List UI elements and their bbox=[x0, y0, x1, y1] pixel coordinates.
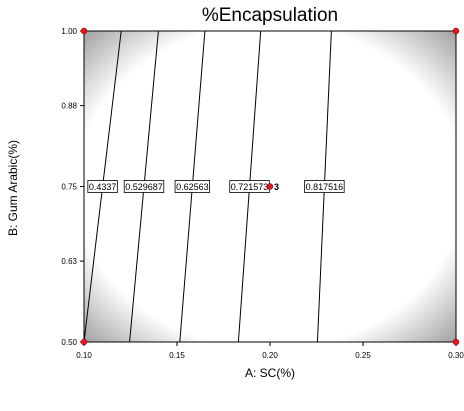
contour-label: 0.62563 bbox=[174, 180, 211, 193]
design-point-layer: 3 bbox=[80, 27, 460, 346]
x-axis-label: A: SC(%) bbox=[244, 366, 295, 380]
design-point-label: 3 bbox=[274, 182, 279, 192]
contour-label-box bbox=[123, 180, 165, 193]
y-tick-label: 0.63 bbox=[61, 257, 77, 266]
contour-label-text: 0.4337 bbox=[89, 182, 117, 192]
contour-label: 0.721573 bbox=[229, 180, 270, 193]
design-point bbox=[80, 338, 88, 346]
x-tick-label: 0.15 bbox=[169, 351, 185, 360]
contour-label-text: 0.817516 bbox=[306, 182, 344, 192]
contour-label: 0.817516 bbox=[304, 180, 345, 193]
contour-label-box bbox=[174, 180, 211, 193]
y-tick-label: 0.88 bbox=[61, 102, 77, 111]
contour-layer: 0.4337 0.529687 0.62563 0.721573 0.817516 bbox=[83, 30, 345, 343]
chart-title: %Encapsulation bbox=[201, 5, 339, 26]
x-tick-label: 0.10 bbox=[76, 351, 92, 360]
design-point bbox=[266, 183, 274, 190]
axis-layer: 0.10 0.15 0.20 0.25 0.30 0.50 0.63 0.75 0.88 1.00 bbox=[61, 27, 464, 360]
y-tick-label: 1.00 bbox=[61, 27, 77, 36]
contour-label: 0.529687 bbox=[123, 180, 165, 193]
contour-label-box bbox=[87, 180, 118, 193]
y-tick-label: 0.50 bbox=[61, 338, 77, 347]
design-point bbox=[80, 27, 88, 35]
x-tick-label: 0.25 bbox=[355, 351, 371, 360]
contour-label: 0.4337 bbox=[87, 180, 118, 193]
contour-label-text: 0.529687 bbox=[125, 182, 163, 192]
contour-label-box bbox=[304, 180, 345, 193]
contour-label-text: 0.62563 bbox=[176, 182, 209, 192]
contour-label-text: 0.721573 bbox=[231, 182, 269, 192]
x-tick-label: 0.30 bbox=[448, 351, 464, 360]
design-point bbox=[452, 338, 460, 346]
x-tick-label: 0.20 bbox=[262, 351, 278, 360]
design-point bbox=[452, 27, 460, 35]
y-tick-label: 0.75 bbox=[61, 183, 77, 192]
